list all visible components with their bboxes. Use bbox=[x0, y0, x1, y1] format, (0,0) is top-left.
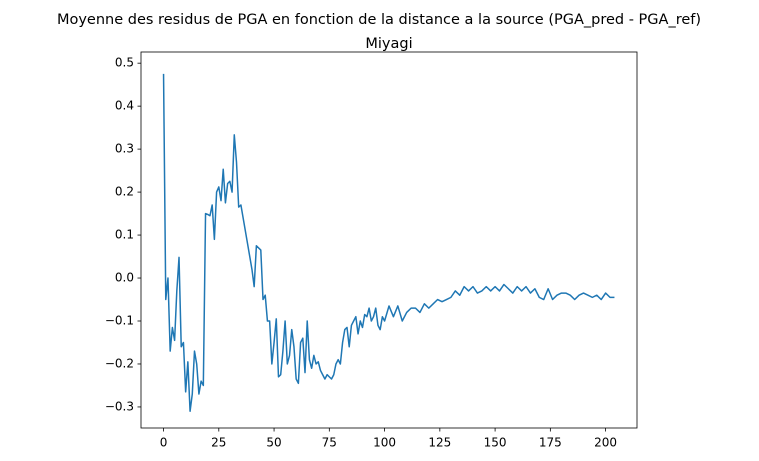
x-tick-label: 75 bbox=[322, 436, 337, 450]
x-tick-label: 150 bbox=[484, 436, 507, 450]
y-tick-label: 0.0 bbox=[115, 271, 134, 285]
x-tick-label: 50 bbox=[266, 436, 281, 450]
y-tick-label: 0.2 bbox=[115, 185, 134, 199]
axes-title: Miyagi bbox=[365, 36, 412, 52]
y-tick-label: −0.3 bbox=[105, 399, 134, 413]
x-tick-label: 100 bbox=[373, 436, 396, 450]
y-tick-label: −0.1 bbox=[105, 314, 134, 328]
data-line bbox=[162, 73, 615, 412]
axes-frame bbox=[140, 51, 638, 429]
y-tick-label: −0.2 bbox=[105, 356, 134, 370]
x-tick-label: 200 bbox=[594, 436, 617, 450]
x-tick-label: 25 bbox=[211, 436, 226, 450]
chart-title: Moyenne des residus de PGA en fonction d… bbox=[57, 12, 701, 28]
x-tick-label: 0 bbox=[160, 436, 168, 450]
y-tick-label: 0.5 bbox=[115, 56, 134, 70]
y-tick-label: 0.1 bbox=[115, 228, 134, 242]
x-tick-label: 175 bbox=[539, 436, 562, 450]
y-tick-label: 0.4 bbox=[115, 99, 134, 113]
y-tick-label: 0.3 bbox=[115, 142, 134, 156]
x-tick-label: 125 bbox=[428, 436, 451, 450]
